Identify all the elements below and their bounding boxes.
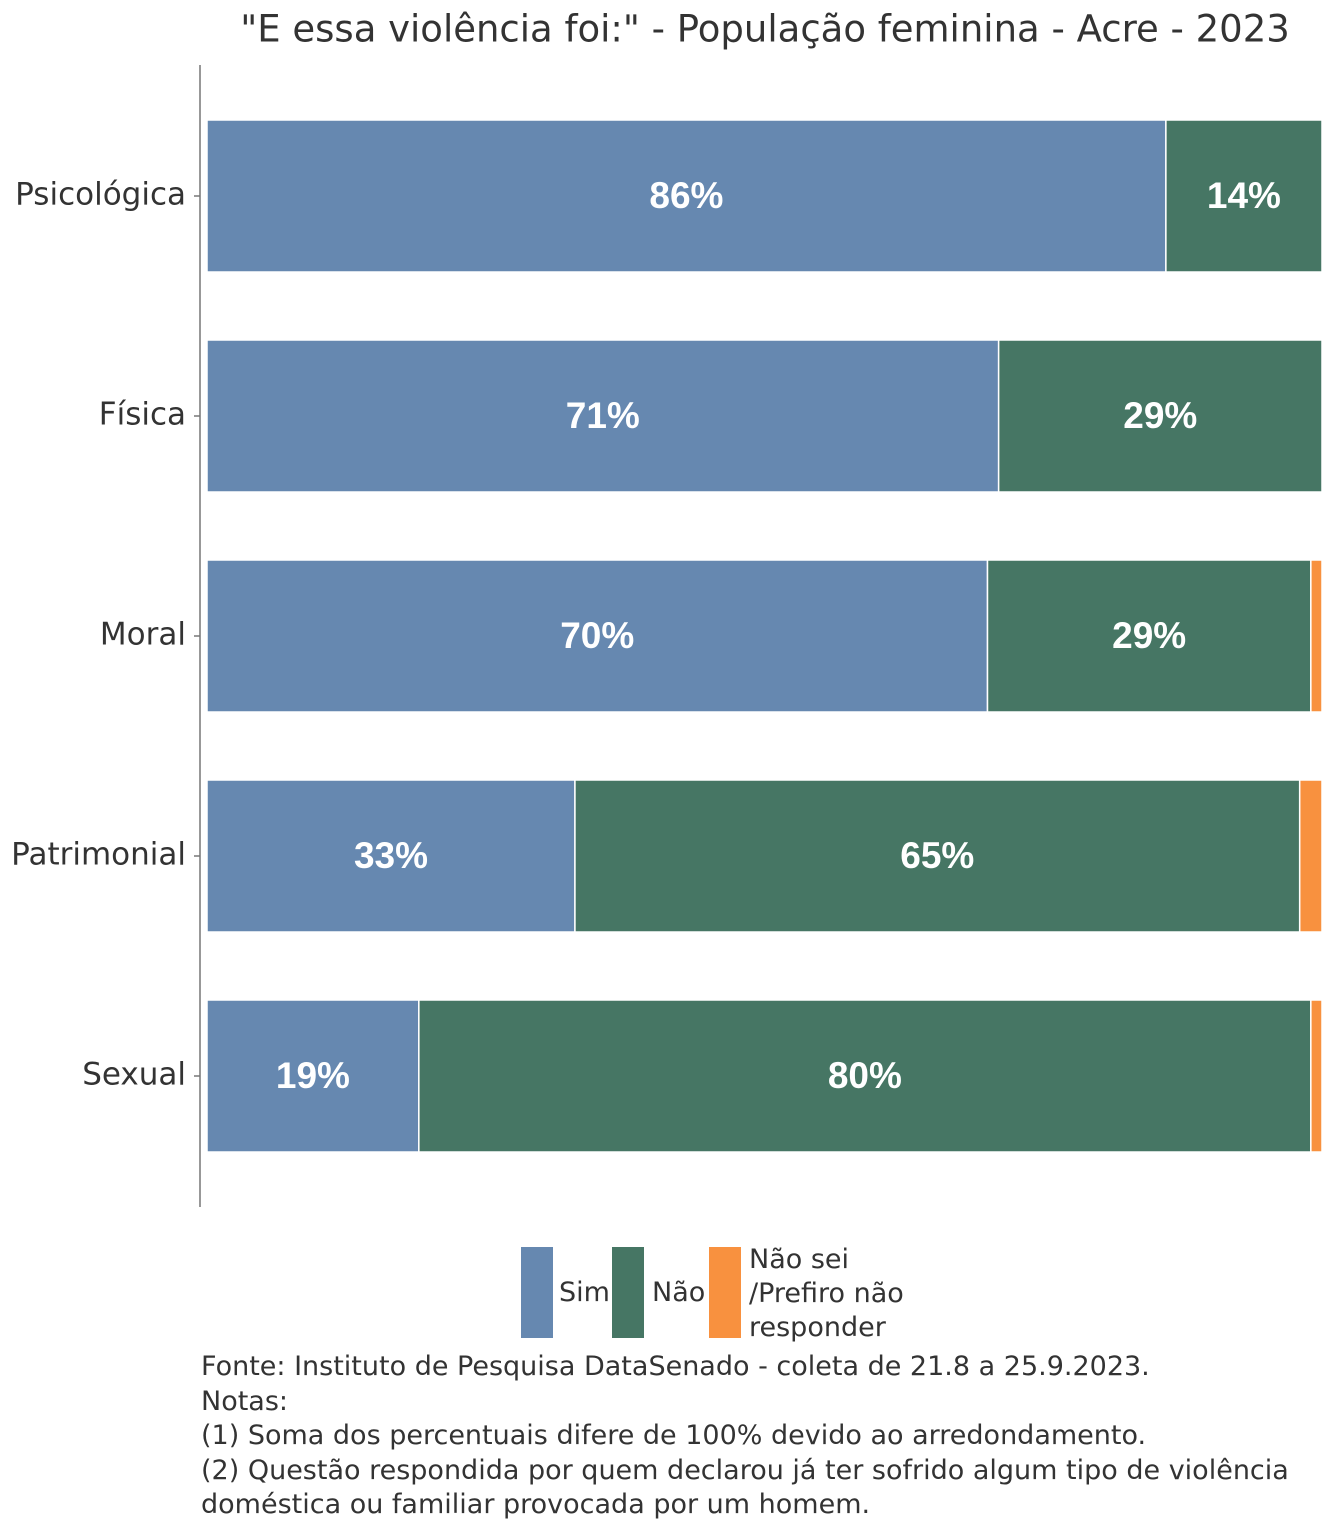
legend-label: Não (652, 1277, 706, 1308)
y-tick-label: Psicológica (15, 177, 186, 213)
y-tick-label: Física (99, 397, 186, 433)
y-tick-label: Patrimonial (11, 837, 186, 873)
value-label: 29% (1112, 615, 1186, 656)
note: (2) Questão respondida por quem declarou… (201, 1454, 1289, 1521)
legend-swatch (709, 1247, 741, 1338)
legend-label: Não sei /Prefiro não responder (749, 1244, 904, 1343)
bar-segment (206, 779, 576, 933)
value-label: 14% (1207, 175, 1281, 216)
note: (1) Soma dos percentuais difere de 100% … (201, 1420, 1147, 1451)
value-label: 33% (354, 835, 428, 876)
footnotes: Fonte: Instituto de Pesquisa DataSenado … (201, 1350, 1301, 1523)
bar-segment (206, 119, 1167, 273)
bar-segment (1310, 999, 1323, 1153)
value-label: 80% (828, 1055, 902, 1096)
bar-segment (986, 559, 1312, 713)
value-label: 86% (649, 175, 723, 216)
y-tick-label: Sexual (82, 1057, 186, 1093)
value-label: 29% (1123, 395, 1197, 436)
legend-swatch (521, 1247, 553, 1338)
bar-segment (206, 339, 1000, 493)
bar-segment (418, 999, 1312, 1153)
value-label: 70% (560, 615, 634, 656)
legend-swatch (612, 1247, 644, 1338)
chart-title: "E essa violência foi:" - População femi… (240, 8, 1290, 51)
bar-segment (1310, 559, 1323, 713)
chart: "E essa violência foi:" - População femi… (11, 8, 1323, 1207)
value-label: 71% (566, 395, 640, 436)
notes-title: Notas: (201, 1385, 289, 1417)
bar-segment (997, 339, 1323, 493)
value-label: 65% (900, 835, 974, 876)
bar-segment (206, 999, 420, 1153)
value-label: 19% (276, 1055, 350, 1096)
bar-segment (206, 559, 989, 713)
y-tick-label: Moral (100, 617, 186, 653)
source: Fonte: Instituto de Pesquisa DataSenado … (201, 1351, 1150, 1382)
bar-segment (1298, 779, 1323, 933)
bar-segment (1165, 119, 1323, 273)
legend-label: Sim (559, 1277, 610, 1308)
